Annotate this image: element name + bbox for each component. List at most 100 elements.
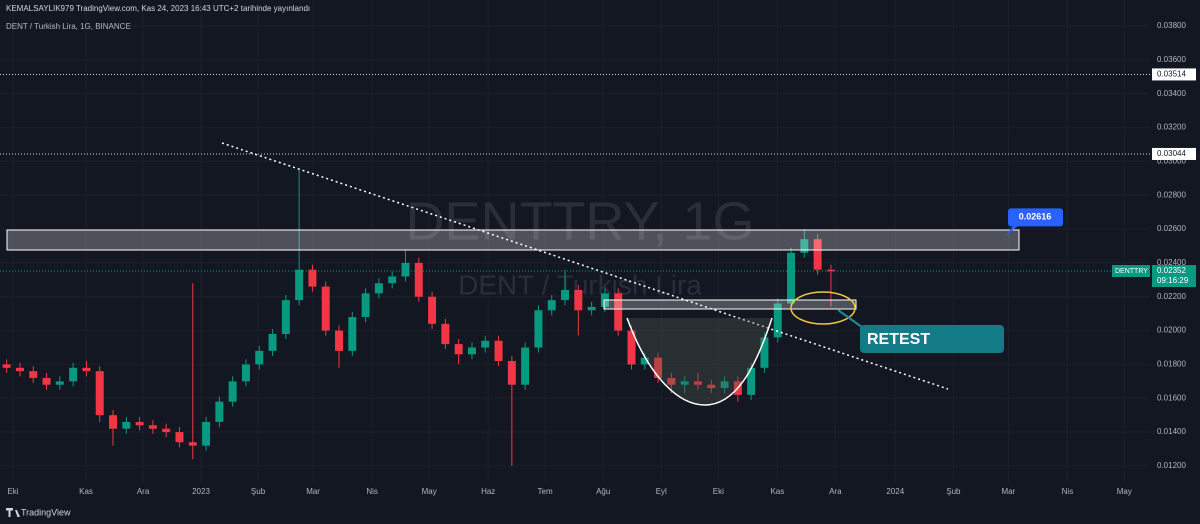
candle-body — [361, 293, 370, 318]
candle-body — [42, 377, 51, 385]
candle-body — [55, 381, 64, 385]
y-tick-label: 0.01600 — [1157, 393, 1186, 402]
target-badge — [1008, 208, 1063, 227]
callout-text: RETEST — [867, 331, 930, 348]
axes: 0.01200 0.01400 0.01600 0.01800 0.02000 0.022… — [7, 21, 1196, 496]
candle-body — [574, 289, 583, 311]
x-tick-label: Mar — [1002, 487, 1016, 496]
candle-body — [680, 381, 689, 385]
y-tick-label: 0.02200 — [1157, 292, 1186, 301]
candle-body — [813, 239, 822, 270]
candle-body — [414, 262, 423, 297]
candle-body — [175, 432, 184, 443]
candle-body — [441, 323, 450, 345]
x-tick-label: Kas — [79, 487, 93, 496]
candle-body — [69, 367, 78, 382]
brand: TradingView — [21, 507, 71, 517]
price-badge — [1152, 265, 1196, 288]
candle-body — [2, 364, 11, 368]
candle-body — [826, 269, 835, 272]
level-badge — [1152, 147, 1196, 160]
header: KEMALSAYLIK979 TradingView.com, Kas 24, … — [6, 4, 310, 13]
candle-body — [401, 262, 410, 277]
cup-shape — [626, 317, 773, 406]
resistance-zone — [6, 229, 1020, 251]
candle-body — [667, 377, 676, 385]
candle-body — [507, 361, 516, 385]
candle-body — [693, 381, 702, 385]
candle-body — [454, 344, 463, 355]
countdown-label: 09:16:29 — [1157, 276, 1189, 285]
y-tick-label: 0.02000 — [1157, 326, 1186, 335]
candle-body — [760, 337, 769, 368]
target-pointer — [1005, 224, 1020, 237]
y-tick-label: 0.03200 — [1157, 123, 1186, 132]
candle-body — [800, 239, 809, 253]
x-tick-label: Eyl — [656, 487, 667, 496]
candle-body — [547, 300, 556, 311]
candle-body — [268, 333, 277, 351]
x-tick-label: Nis — [366, 487, 378, 496]
level-label: 0.03514 — [1157, 70, 1186, 79]
x-tick-label: Eki — [7, 487, 18, 496]
x-tick-label: May — [422, 487, 437, 496]
candle-body — [640, 357, 649, 365]
candle-body — [374, 283, 383, 294]
candle-body — [281, 300, 290, 334]
x-tick-label: 2024 — [886, 487, 904, 496]
candle-body — [747, 367, 756, 395]
x-tick-label: Haz — [481, 487, 495, 496]
y-tick-label: 0.02800 — [1157, 190, 1186, 199]
candle-body — [388, 276, 397, 284]
candle-body — [654, 357, 663, 378]
y-tick-label: 0.02600 — [1157, 224, 1186, 233]
x-tick-label: May — [1117, 487, 1132, 496]
candle-body — [348, 317, 357, 351]
candle-body — [321, 286, 330, 331]
candle-body — [707, 384, 716, 389]
x-tick-label: Eki — [713, 487, 724, 496]
candle-body — [428, 296, 437, 324]
candle-body — [202, 421, 211, 446]
candle-body — [614, 293, 623, 331]
candle-body — [241, 364, 250, 382]
y-tick-label: 0.03800 — [1157, 21, 1186, 30]
x-tick-label: Kas — [770, 487, 784, 496]
plot — [0, 73, 1150, 466]
candle-body — [308, 269, 317, 287]
x-tick-label: Şub — [946, 487, 961, 496]
candle-body — [109, 415, 117, 429]
y-tick-label: 0.01400 — [1157, 427, 1186, 436]
price-axis — [1150, 0, 1200, 500]
candle-body — [335, 330, 344, 351]
candle-body — [534, 310, 543, 348]
candle-body — [295, 269, 304, 301]
candle-body — [467, 347, 476, 355]
candle-body — [587, 306, 596, 311]
x-tick-label: Ağu — [596, 487, 610, 496]
y-tick-label: 0.03600 — [1157, 55, 1186, 64]
candle-body — [162, 428, 171, 433]
x-tick-label: Ara — [137, 487, 150, 496]
candle-body — [122, 421, 131, 429]
candle-body — [561, 289, 570, 301]
symbol-info: DENT / Turkish Lira, 1G, BINANCE — [6, 22, 131, 31]
y-tick-label: 0.01800 — [1157, 360, 1186, 369]
x-tick-label: Şub — [251, 487, 266, 496]
x-tick-label: Mar — [306, 487, 320, 496]
candle-body — [787, 252, 796, 304]
candle-body — [494, 340, 503, 362]
candle-body — [521, 347, 530, 385]
candle-body — [255, 350, 264, 365]
y-tick-label: 0.02400 — [1157, 258, 1186, 267]
support-zone — [603, 299, 857, 310]
y-tick-label: 0.01200 — [1157, 461, 1186, 470]
level-badge — [1152, 68, 1196, 81]
level-label: 0.03044 — [1157, 149, 1186, 158]
candle-body — [228, 381, 237, 402]
candle-body — [773, 303, 782, 338]
x-tick-label: Nis — [1062, 487, 1074, 496]
x-tick-label: Tem — [538, 487, 553, 496]
